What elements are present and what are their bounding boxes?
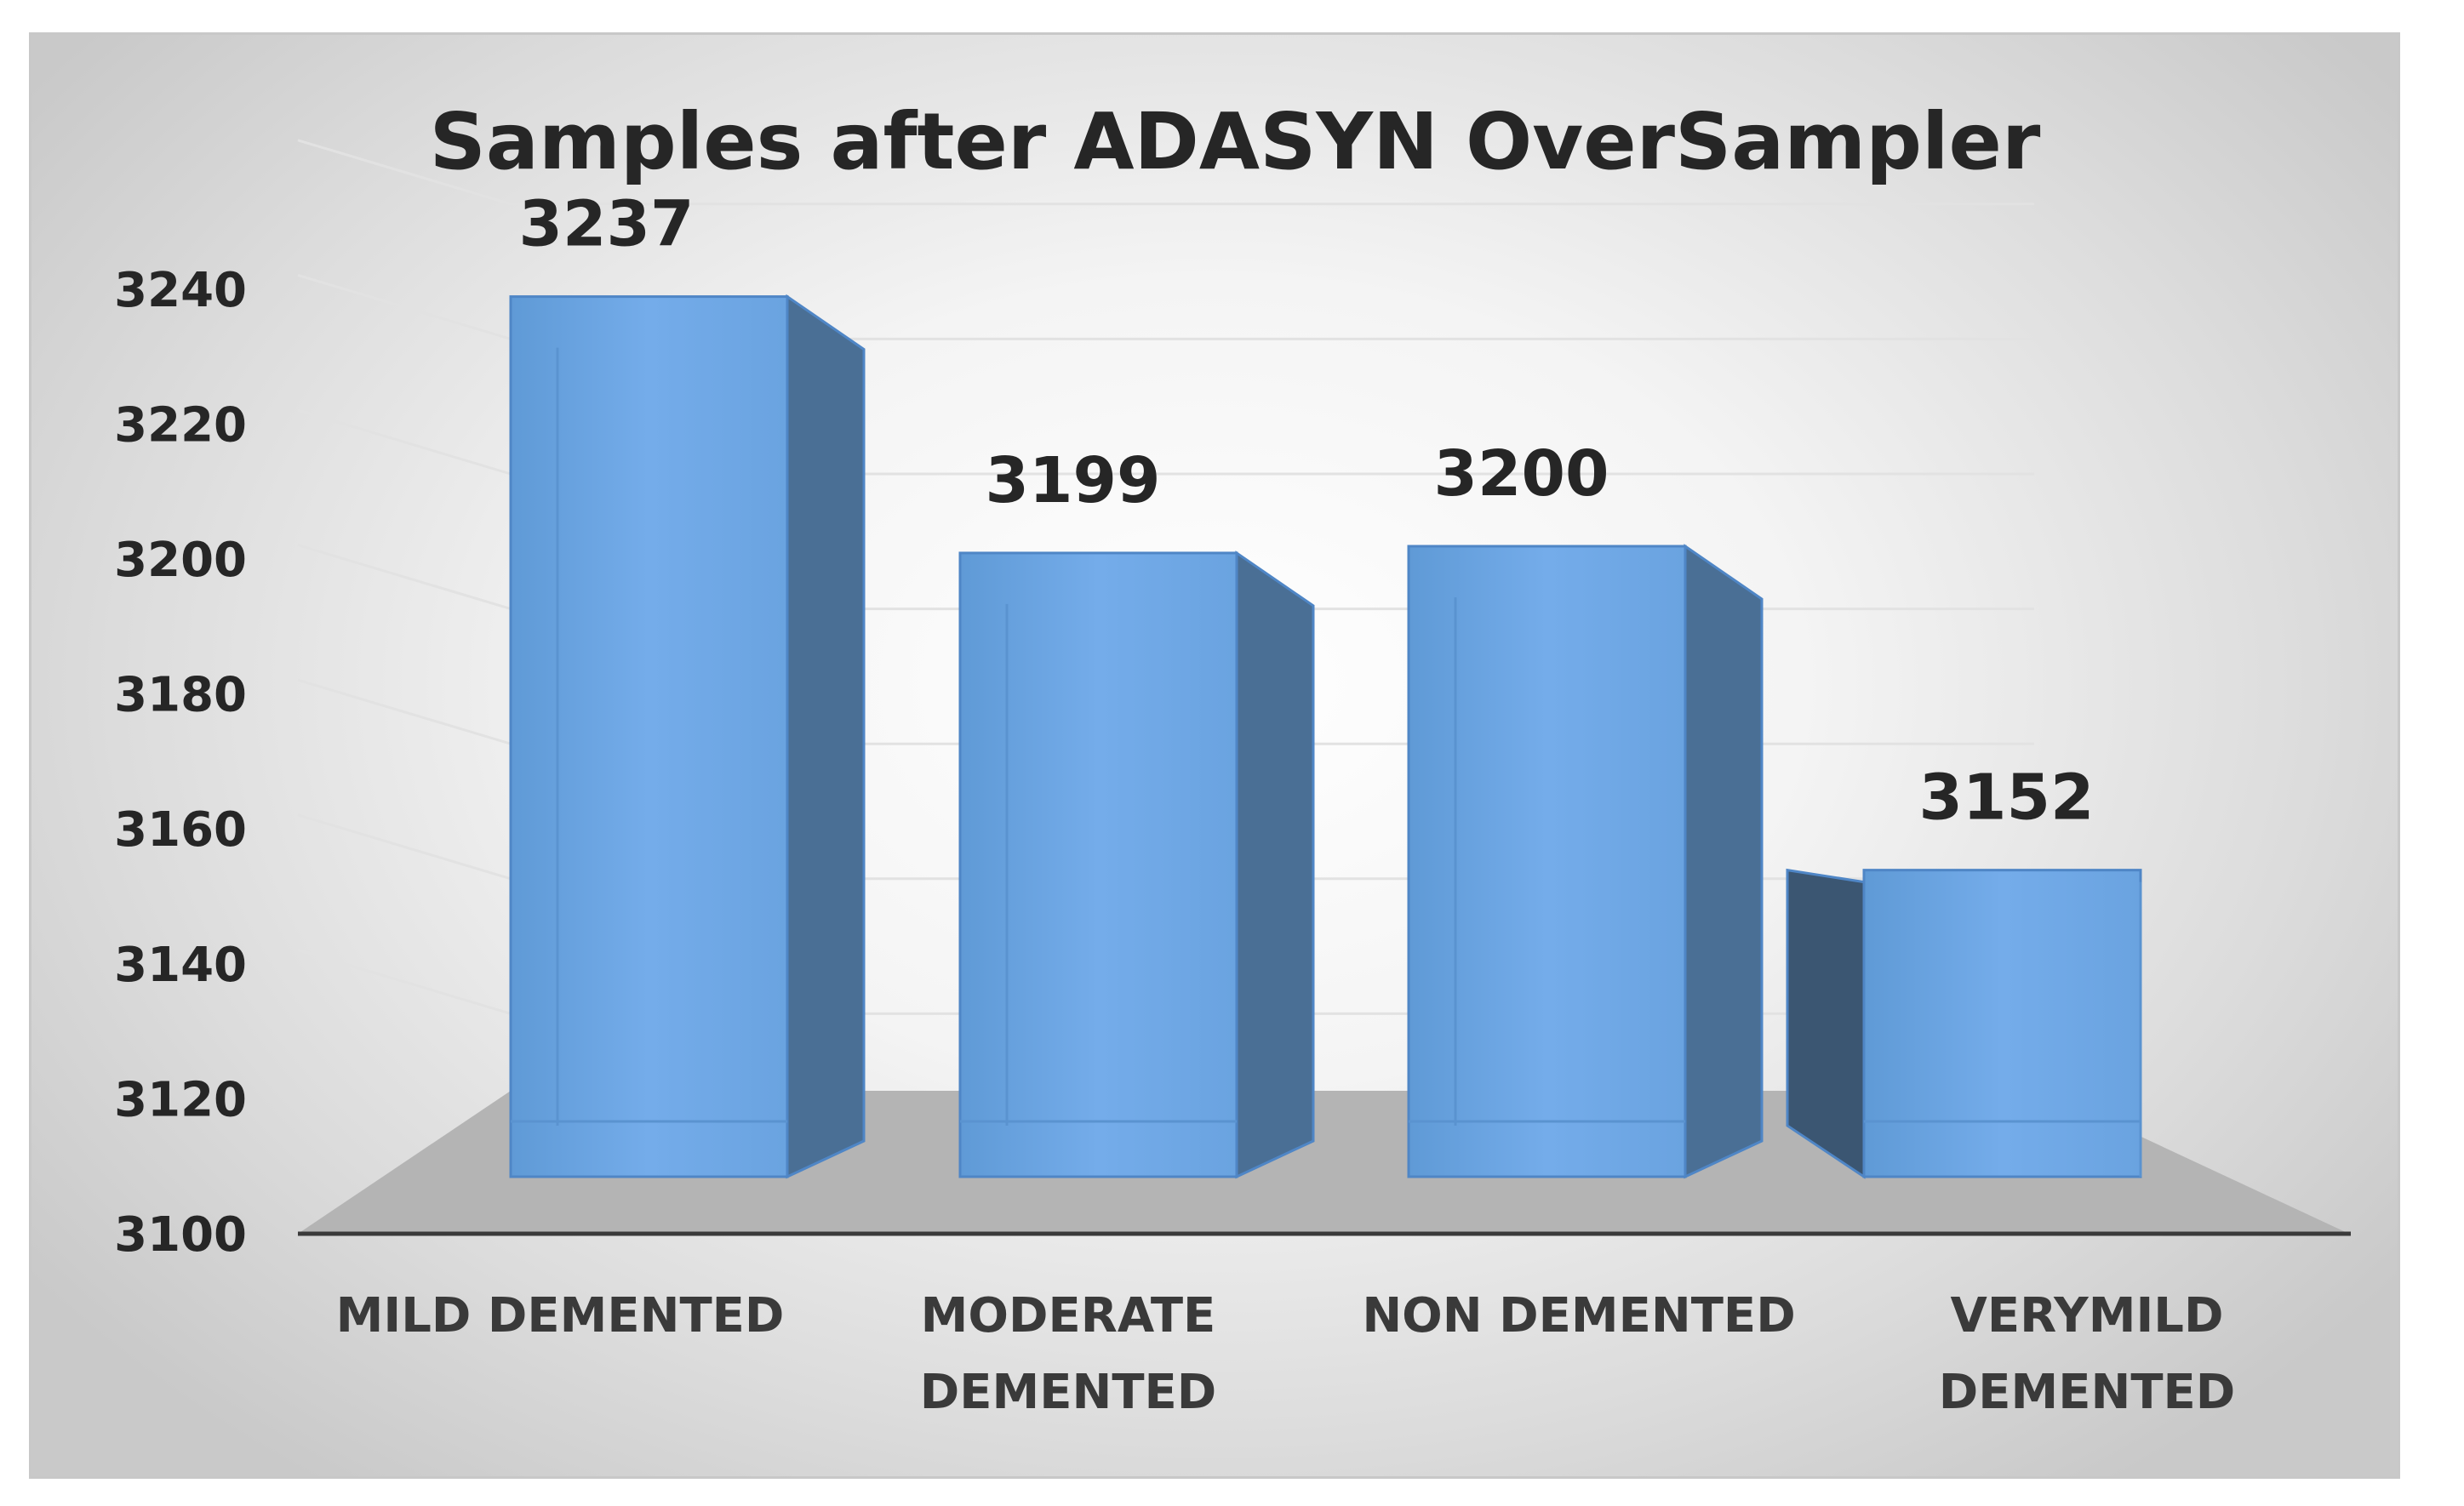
y-tick-label: 3240	[114, 263, 247, 318]
x-tick-label: VERYMILD DEMENTED	[1939, 1288, 2236, 1420]
y-axis-ticks: 3100 3120 3140 3160 3180 3200 3220 3240	[114, 263, 247, 1263]
gridline	[297, 678, 512, 745]
data-label: 3237	[519, 188, 695, 261]
bar	[1407, 544, 1764, 1179]
y-tick-label: 3100	[114, 1207, 247, 1263]
bar-side	[1684, 544, 1764, 1179]
y-tick-label: 3160	[114, 802, 247, 858]
bar	[958, 550, 1315, 1179]
bar-front	[1407, 545, 1687, 1178]
data-labels: 3237 3199 3200 3152	[519, 188, 2095, 835]
data-label: 3199	[986, 444, 1161, 517]
gridline	[297, 948, 512, 1015]
gridline	[297, 813, 512, 881]
y-tick-label: 3200	[114, 533, 247, 588]
bar-front	[509, 295, 789, 1178]
data-label: 3200	[1434, 437, 1609, 511]
x-tick-label: MILD DEMENTED	[336, 1288, 785, 1343]
x-tick-label: NON DEMENTED	[1362, 1288, 1795, 1343]
x-tick-label: MODERATE DEMENTED	[920, 1288, 1217, 1420]
gridline	[297, 544, 512, 611]
chart-title: Samples after ADASYN OverSampler	[430, 96, 2041, 187]
bar-side	[1235, 550, 1315, 1179]
bars	[509, 294, 2142, 1179]
y-tick-label: 3140	[114, 938, 247, 993]
bar	[1786, 868, 2142, 1179]
bar-side	[1786, 868, 1866, 1179]
y-tick-label: 3180	[114, 668, 247, 723]
gridline	[297, 273, 512, 340]
y-tick-label: 3120	[114, 1072, 247, 1127]
bar	[509, 294, 866, 1179]
data-label: 3152	[1919, 762, 2095, 835]
bar-front	[958, 551, 1238, 1178]
gridline	[297, 139, 512, 206]
bar-side	[786, 294, 866, 1179]
y-tick-label: 3220	[114, 397, 247, 453]
bar-front	[1862, 869, 2142, 1178]
x-axis-ticks: MILD DEMENTED MODERATE DEMENTED NON DEMENTE…	[336, 1288, 2236, 1420]
gridline	[297, 408, 512, 476]
